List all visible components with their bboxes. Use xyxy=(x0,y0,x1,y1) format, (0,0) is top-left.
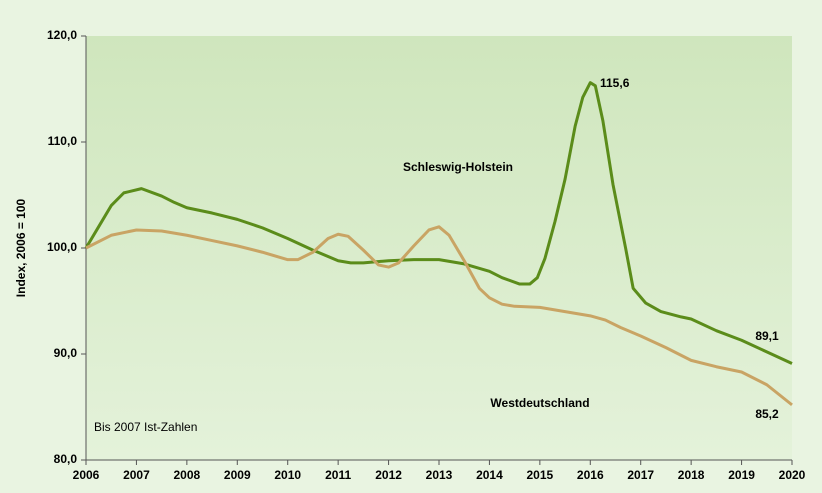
y-axis-label: Index, 2006 = 100 xyxy=(14,198,28,297)
x-tick-label: 2013 xyxy=(426,468,453,482)
y-tick-label: 120,0 xyxy=(47,28,77,42)
x-tick-label: 2009 xyxy=(224,468,251,482)
x-tick-label: 2006 xyxy=(73,468,100,482)
x-tick-label: 2017 xyxy=(627,468,654,482)
x-tick-label: 2014 xyxy=(476,468,503,482)
y-tick-label: 80,0 xyxy=(54,452,78,466)
annotation: 89,1 xyxy=(755,329,779,343)
annotation: 85,2 xyxy=(755,407,779,421)
annotation: Schleswig-Holstein xyxy=(403,160,513,174)
annotation: Bis 2007 Ist-Zahlen xyxy=(94,420,197,434)
x-tick-label: 2018 xyxy=(678,468,705,482)
x-tick-label: 2019 xyxy=(728,468,755,482)
x-tick-label: 2020 xyxy=(779,468,806,482)
x-tick-label: 2011 xyxy=(325,468,351,482)
plot-area xyxy=(86,36,792,460)
annotation: Westdeutschland xyxy=(490,396,589,410)
x-tick-label: 2010 xyxy=(274,468,301,482)
x-tick-label: 2007 xyxy=(123,468,150,482)
y-tick-label: 110,0 xyxy=(48,134,78,148)
line-series xyxy=(85,225,793,407)
x-tick-label: 2008 xyxy=(174,468,201,482)
y-tick-label: 100,0 xyxy=(47,240,77,254)
y-tick-label: 90,0 xyxy=(54,346,78,360)
x-tick-label: 2012 xyxy=(375,468,402,482)
annotation: 115,6 xyxy=(600,76,630,90)
x-tick-label: 2015 xyxy=(527,468,554,482)
line-series xyxy=(84,81,793,365)
x-tick-label: 2016 xyxy=(577,468,604,482)
